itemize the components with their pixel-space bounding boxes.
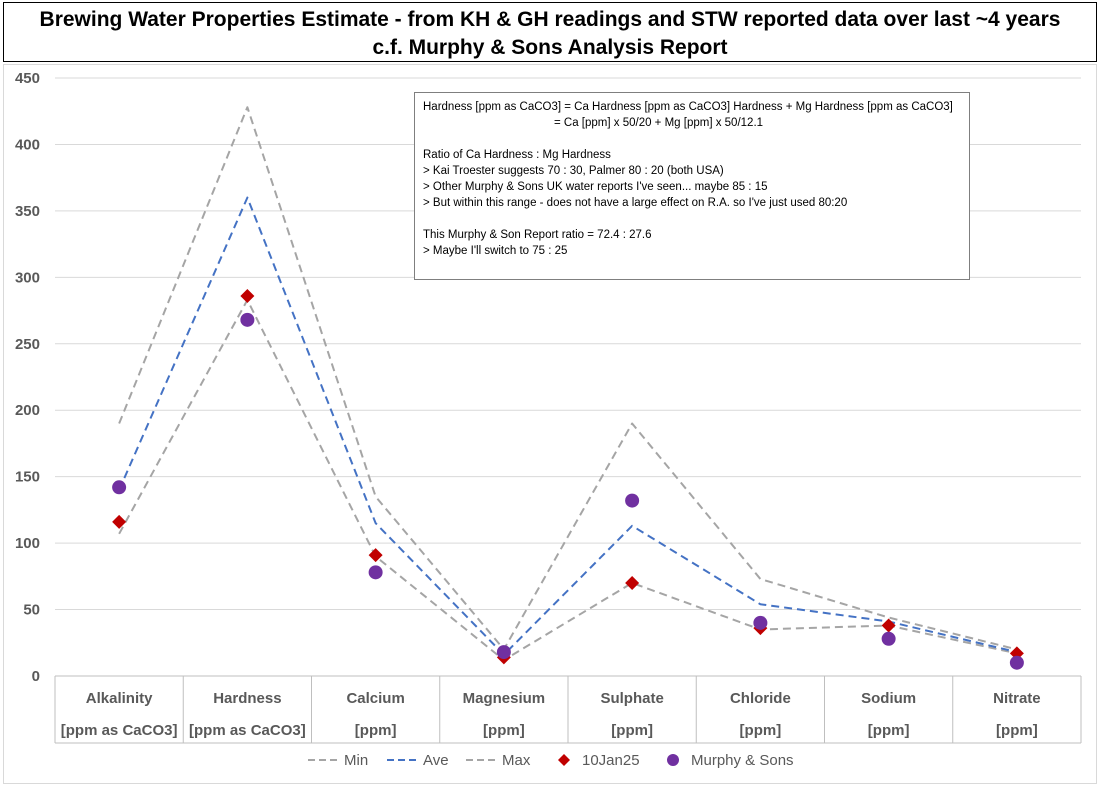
y-tick-label: 200 [15, 402, 40, 419]
x-category-unit: [ppm as CaCO3] [61, 722, 178, 739]
note-line: Hardness [ppm as CaCO3] = Ca Hardness [p… [423, 101, 953, 113]
x-category-label: Nitrate [993, 690, 1041, 707]
chart-frame [3, 64, 1097, 784]
annotation-note-box: Hardness [ppm as CaCO3] = Ca Hardness [p… [414, 92, 970, 280]
series-murphy-sons-point [881, 631, 896, 646]
y-tick-label: 250 [15, 336, 40, 353]
note-line: > Maybe I'll switch to 75 : 25 [423, 245, 568, 257]
legend-ave-label: Ave [423, 752, 449, 769]
x-category-unit: [ppm] [483, 722, 525, 739]
legend: Min Ave Max 10Jan25 Murphy & Sons [308, 752, 794, 769]
x-category-label: Magnesium [463, 690, 546, 707]
series-murphy-sons-point [368, 565, 383, 580]
x-category-label: Sodium [861, 690, 916, 707]
x-category-label: Hardness [213, 690, 281, 707]
series-max-line [118, 106, 1018, 651]
series-10jan25-point [881, 618, 896, 633]
series-murphy-sons-point [753, 615, 768, 630]
legend-murphy-sons-swatch [667, 754, 679, 766]
note-line: > Other Murphy & Sons UK water reports I… [423, 181, 768, 193]
x-category-unit: [ppm as CaCO3] [189, 722, 306, 739]
y-tick-label: 150 [15, 469, 40, 486]
y-tick-label: 50 [23, 602, 40, 619]
series-murphy-sons-point [496, 645, 511, 660]
legend-10jan25-label: 10Jan25 [582, 752, 640, 769]
series-10jan25-point [112, 514, 127, 529]
x-category-label: Sulphate [600, 690, 663, 707]
x-category-label: Alkalinity [86, 690, 153, 707]
series-10jan25-point [368, 548, 383, 563]
y-tick-label: 350 [15, 203, 40, 220]
y-tick-label: 0 [32, 668, 40, 685]
x-category-unit: [ppm] [996, 722, 1038, 739]
note-line: This Murphy & Son Report ratio = 72.4 : … [423, 229, 652, 241]
y-tick-label: 100 [15, 535, 40, 552]
legend-10jan25-swatch [558, 754, 570, 766]
note-line [423, 211, 961, 227]
note-line: > But within this range - does not have … [423, 197, 848, 209]
x-category-label: Chloride [730, 690, 791, 707]
x-category-unit: [ppm] [611, 722, 653, 739]
x-category-unit: [ppm] [740, 722, 782, 739]
x-category-label: Calcium [346, 690, 404, 707]
y-tick-label: 400 [15, 136, 40, 153]
y-tick-label: 450 [15, 70, 40, 87]
series-murphy-sons-point [112, 480, 127, 495]
series-ave-line [118, 196, 1018, 656]
x-category-unit: [ppm] [355, 722, 397, 739]
note-line: > Kai Troester suggests 70 : 30, Palmer … [423, 165, 724, 177]
note-line: = Ca [ppm] x 50/20 + Mg [ppm] x 50/12.1 [423, 117, 764, 129]
series-murphy-sons-point [1009, 655, 1024, 670]
series [112, 106, 1024, 670]
axes: 0 50 100 150 200 250 300 350 400 450 Alkalinity [pp… [15, 70, 1082, 744]
note-line: Ratio of Ca Hardness : Mg Hardness [423, 149, 611, 161]
legend-max-label: Max [502, 752, 531, 769]
x-category-unit: [ppm] [868, 722, 910, 739]
y-tick-label: 300 [15, 269, 40, 286]
legend-murphy-sons-label: Murphy & Sons [691, 752, 794, 769]
chart-title-line2: c.f. Murphy & Sons Analysis Report [372, 36, 728, 59]
series-10jan25-point [625, 575, 640, 590]
series-10jan25-point [240, 288, 255, 303]
series-murphy-sons-point [625, 493, 640, 508]
chart-title-box: Brewing Water Properties Estimate - from… [3, 2, 1097, 62]
legend-min-label: Min [344, 752, 368, 769]
series-murphy-sons-point [240, 312, 255, 327]
note-line [423, 131, 961, 147]
chart-title-line1: Brewing Water Properties Estimate - from… [39, 8, 1061, 31]
series-min-line [118, 298, 1018, 662]
